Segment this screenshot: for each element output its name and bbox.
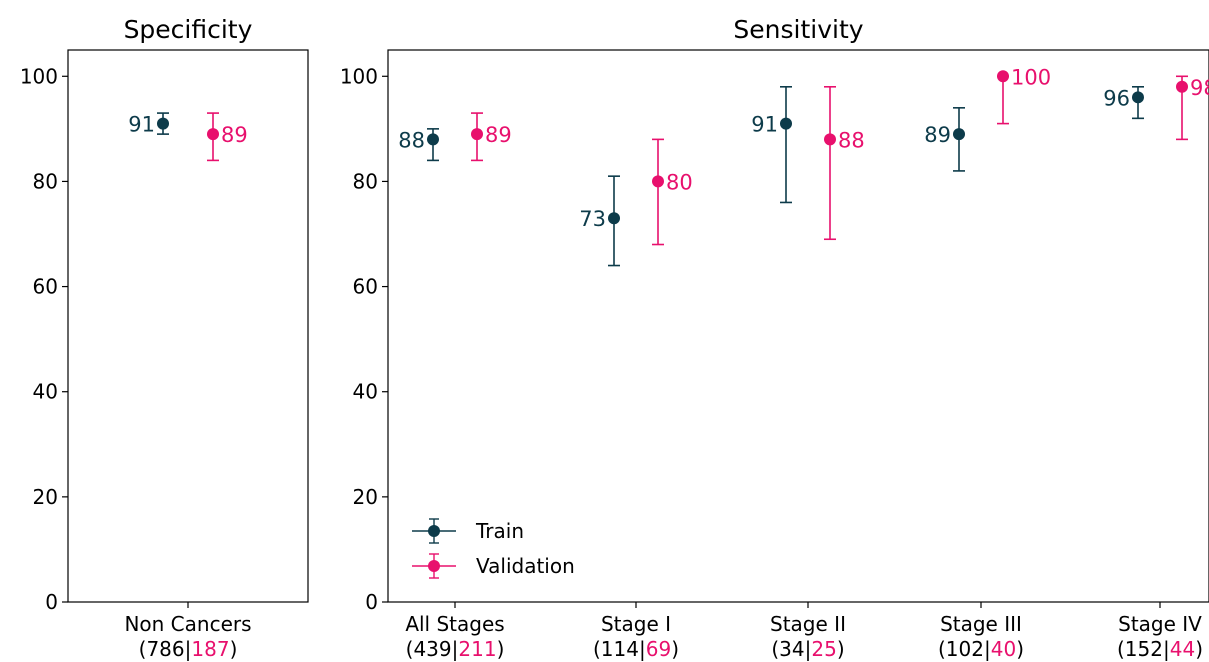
count-separator: |: [1163, 637, 1170, 661]
y-tick-label: 20: [33, 485, 58, 509]
x-tick-count-label: (114|69): [593, 637, 679, 661]
data-point: [207, 128, 219, 141]
train-count: 786: [146, 637, 184, 661]
validation-count: 25: [811, 637, 836, 661]
validation-count: 44: [1170, 637, 1195, 661]
data-marks: 91 89: [128, 112, 248, 162]
data-label: 89: [924, 123, 951, 147]
y-tick-label: 80: [33, 169, 58, 193]
count-close-paren: ): [1016, 637, 1024, 661]
legend-validation: Validation: [412, 553, 575, 579]
chart-title: Sensitivity: [733, 15, 863, 44]
validation-count: 187: [191, 637, 229, 661]
data-label: 91: [751, 113, 778, 137]
data-point: [1132, 91, 1144, 104]
series-train: 91: [128, 112, 169, 137]
count-separator: |: [984, 637, 991, 661]
data-point: [997, 70, 1009, 83]
data-point: [780, 117, 792, 130]
data-label: 88: [838, 128, 865, 152]
count-separator: |: [805, 637, 812, 661]
x-tick-label: All Stages: [405, 612, 504, 636]
validation-count: 40: [991, 637, 1016, 661]
legend-label: Train: [475, 519, 524, 543]
train-count: 114: [601, 637, 639, 661]
x-tick-count-label: (34|25): [771, 637, 844, 661]
x-tick-label: Non Cancers: [124, 612, 251, 636]
y-tick-label: 40: [353, 380, 378, 404]
series-validation: 89 80 88 100 98: [471, 65, 1209, 246]
x-tick-label: Stage III: [940, 612, 1022, 636]
data-point: [824, 133, 836, 146]
data-marks: 88 73 91 89 96 89 80 88 100 98: [398, 65, 1209, 267]
x-tick-label: Stage II: [770, 612, 846, 636]
x-tick-count-label: (102|40): [938, 637, 1024, 661]
data-label: 98: [1190, 76, 1209, 100]
count-close-paren: ): [1195, 637, 1203, 661]
data-label: 73: [579, 207, 606, 231]
data-point: [471, 128, 483, 141]
count-separator: |: [639, 637, 646, 661]
validation-count: 211: [458, 637, 496, 661]
count-open-paren: (: [1117, 637, 1125, 661]
count-close-paren: ): [671, 637, 679, 661]
chart-title: Specificity: [124, 15, 253, 44]
x-tick-label: Stage IV: [1118, 612, 1202, 636]
plot-frame: [387, 49, 1209, 603]
data-point: [1176, 80, 1188, 93]
train-count: 152: [1125, 637, 1163, 661]
x-tick-label: Stage I: [601, 612, 671, 636]
data-point: [427, 133, 439, 146]
data-label: 100: [1011, 65, 1051, 89]
count-open-paren: (: [139, 637, 147, 661]
data-point: [953, 128, 965, 141]
y-tick-label: 100: [20, 64, 58, 88]
x-tick-count-label: (786|187): [139, 637, 238, 661]
y-tick-label: 80: [353, 169, 378, 193]
x-tick-count-label: (152|44): [1117, 637, 1203, 661]
y-tick-label: 0: [365, 590, 378, 614]
count-close-paren: ): [230, 637, 238, 661]
y-tick-label: 60: [33, 275, 58, 299]
count-separator: |: [185, 637, 192, 661]
y-tick-label: 20: [353, 485, 378, 509]
y-tick-label: 0: [45, 590, 58, 614]
data-label: 89: [485, 123, 512, 147]
legend-label: Validation: [476, 554, 575, 578]
y-tick-label: 100: [340, 64, 378, 88]
data-point: [157, 117, 169, 130]
count-close-paren: ): [497, 637, 505, 661]
data-label: 91: [128, 113, 155, 137]
specificity-panel: Specificity 0 20 40 60 80 100 Non Cancers(786|1…: [20, 15, 309, 661]
plot-frame: [67, 49, 309, 603]
y-tick-label: 40: [33, 380, 58, 404]
legend: Train Validation: [412, 518, 575, 579]
data-label: 88: [398, 128, 425, 152]
data-label: 89: [221, 123, 248, 147]
x-tick-count-label: (439|211): [406, 637, 505, 661]
data-label: 80: [666, 170, 693, 194]
count-close-paren: ): [837, 637, 845, 661]
series-train: 88 73 91 89 96: [398, 86, 1144, 267]
count-open-paren: (: [593, 637, 601, 661]
train-count: 34: [779, 637, 804, 661]
count-open-paren: (: [406, 637, 414, 661]
data-label: 96: [1103, 86, 1130, 110]
count-separator: |: [452, 637, 459, 661]
train-count: 439: [413, 637, 451, 661]
y-tick-label: 60: [353, 275, 378, 299]
data-point: [608, 212, 620, 225]
legend-marker: [428, 525, 440, 537]
count-open-paren: (: [771, 637, 779, 661]
train-count: 102: [946, 637, 984, 661]
validation-count: 69: [646, 637, 671, 661]
legend-train: Train: [412, 518, 524, 544]
series-validation: 89: [207, 112, 248, 162]
count-open-paren: (: [938, 637, 946, 661]
data-point: [652, 175, 664, 188]
legend-marker: [428, 560, 440, 572]
